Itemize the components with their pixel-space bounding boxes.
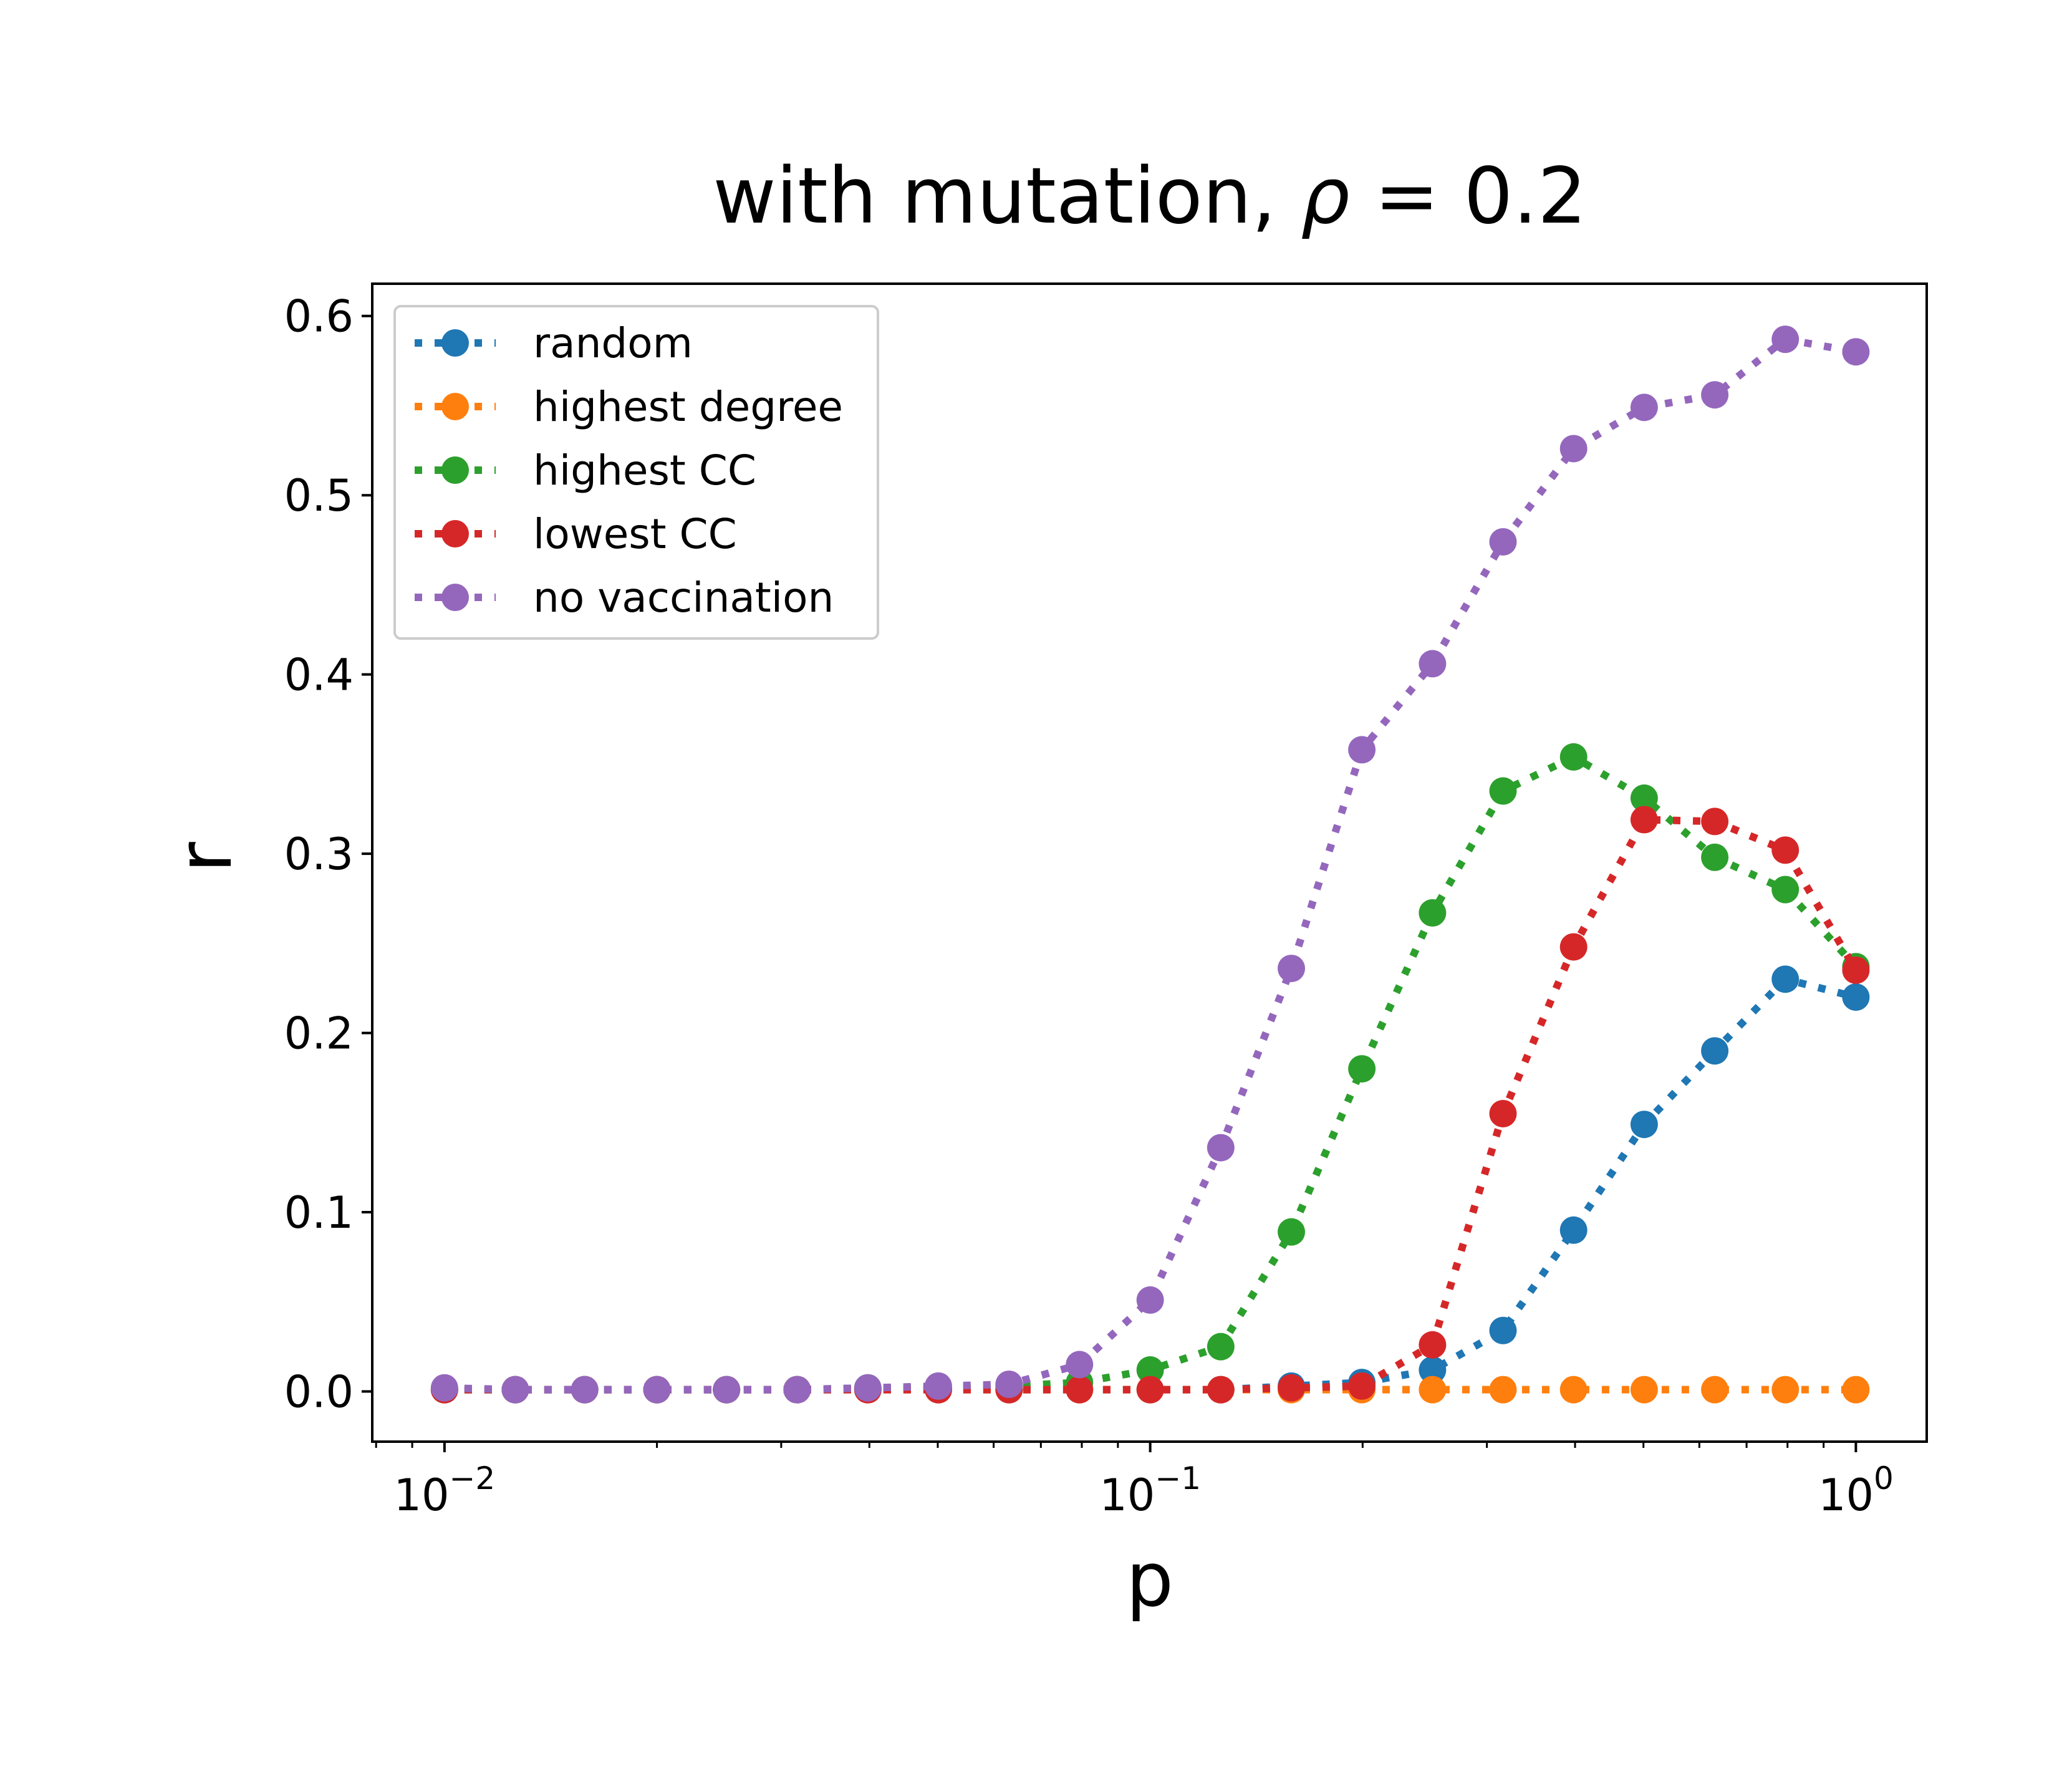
data-point-no-vaccination <box>1278 955 1306 983</box>
data-point-lowest-cc <box>1630 806 1658 834</box>
x-tick-label: 100 <box>1818 1460 1894 1521</box>
data-point-lowest-cc <box>1842 956 1870 984</box>
plot-area <box>430 325 1870 1404</box>
data-point-highest-cc <box>1278 1218 1306 1246</box>
data-point-lowest-cc <box>1419 1331 1447 1359</box>
data-point-highest-degree <box>1630 1376 1658 1404</box>
data-point-no-vaccination <box>643 1376 671 1404</box>
data-point-no-vaccination <box>501 1376 529 1404</box>
legend-marker <box>441 456 469 484</box>
data-point-no-vaccination <box>1348 736 1376 764</box>
data-point-highest-degree <box>1771 1376 1800 1404</box>
legend: random highest degree highest CC lowest CC n… <box>393 305 879 640</box>
data-point-lowest-cc <box>1278 1374 1306 1402</box>
data-point-no-vaccination <box>571 1376 599 1404</box>
data-point-highest-cc <box>1701 843 1729 871</box>
data-point-no-vaccination <box>1419 650 1447 678</box>
data-point-lowest-cc <box>1701 807 1729 836</box>
legend-marker <box>441 329 469 357</box>
data-point-no-vaccination <box>854 1374 882 1402</box>
data-point-random <box>1489 1316 1517 1344</box>
data-point-highest-cc <box>1419 899 1447 927</box>
data-point-no-vaccination <box>783 1376 811 1404</box>
data-point-lowest-cc <box>1348 1372 1376 1400</box>
legend-marker <box>441 584 469 611</box>
series-lowest-cc <box>430 806 1870 1404</box>
data-point-lowest-cc <box>1771 836 1800 864</box>
legend-label: lowest CC <box>533 510 737 558</box>
data-point-random <box>1842 983 1870 1011</box>
y-tick-label: 0.2 <box>284 1008 354 1059</box>
axes: 0.0 0.1 0.2 0.3 0.4 0.5 0.6 10−2 10−1 100 <box>284 282 1928 1521</box>
data-point-no-vaccination <box>995 1371 1023 1399</box>
data-point-no-vaccination <box>1771 325 1800 354</box>
x-axis-label: p <box>1126 1537 1173 1624</box>
data-point-no-vaccination <box>1630 393 1658 422</box>
legend-marker <box>441 393 469 420</box>
legend-frame <box>393 305 879 640</box>
data-point-no-vaccination <box>1207 1134 1235 1162</box>
y-tick-label: 0.4 <box>284 650 354 701</box>
data-point-lowest-cc <box>1207 1376 1235 1404</box>
y-tick-label: 0.3 <box>284 829 354 880</box>
data-point-random <box>1701 1037 1729 1065</box>
data-point-no-vaccination <box>1701 381 1729 409</box>
data-point-highest-degree <box>1842 1376 1870 1404</box>
data-point-random <box>1559 1216 1588 1244</box>
data-point-highest-cc <box>1630 784 1658 812</box>
legend-item-random: random <box>415 319 693 367</box>
legend-label: highest CC <box>533 446 756 494</box>
data-point-random <box>1630 1111 1658 1139</box>
legend-item-no-vaccination: no vaccination <box>415 574 834 622</box>
x-tick-label: 10−2 <box>393 1460 495 1521</box>
data-point-highest-cc <box>1136 1356 1164 1384</box>
data-point-highest-degree <box>1559 1376 1588 1404</box>
series-no-vaccination <box>430 325 1870 1404</box>
data-point-highest-degree <box>1701 1376 1729 1404</box>
x-tick-label: 10−1 <box>1099 1460 1201 1521</box>
y-tick-label: 0.1 <box>284 1187 354 1238</box>
data-point-no-vaccination <box>1559 435 1588 463</box>
legend-label: highest degree <box>533 383 843 431</box>
series-random <box>430 965 1870 1404</box>
data-point-no-vaccination <box>1136 1286 1164 1314</box>
data-point-no-vaccination <box>430 1374 458 1402</box>
legend-label: no vaccination <box>533 574 834 622</box>
y-axis-label: r <box>162 842 249 873</box>
data-point-lowest-cc <box>1066 1376 1094 1404</box>
legend-marker <box>441 520 469 547</box>
data-point-highest-cc <box>1559 743 1588 771</box>
data-point-no-vaccination <box>1842 338 1870 366</box>
legend-label: random <box>533 319 693 367</box>
data-point-random <box>1419 1356 1447 1384</box>
data-point-lowest-cc <box>1136 1376 1164 1404</box>
data-point-highest-degree <box>1489 1376 1517 1404</box>
legend-item-highest-cc: highest CC <box>415 446 756 494</box>
y-tick-label: 0.5 <box>284 470 354 521</box>
y-tick-label: 0.0 <box>284 1367 354 1418</box>
chart-title: with mutation, ρ = 0.2 <box>713 152 1587 241</box>
data-point-highest-cc <box>1489 777 1517 805</box>
y-tick-label: 0.6 <box>284 291 354 342</box>
data-point-highest-cc <box>1207 1333 1235 1361</box>
data-point-highest-cc <box>1348 1055 1376 1083</box>
data-point-highest-degree <box>1419 1376 1447 1404</box>
data-point-highest-cc <box>1771 875 1800 904</box>
series-line-highest-cc <box>444 753 1859 1394</box>
data-point-no-vaccination <box>713 1376 741 1404</box>
series-line-random <box>444 975 1857 1394</box>
data-point-no-vaccination <box>924 1372 952 1400</box>
data-point-lowest-cc <box>1489 1099 1517 1127</box>
data-point-no-vaccination <box>1066 1351 1094 1379</box>
data-point-no-vaccination <box>1489 528 1517 556</box>
legend-item-highest-degree: highest degree <box>415 383 843 431</box>
data-point-lowest-cc <box>1559 933 1588 961</box>
legend-item-lowest-cc: lowest CC <box>415 510 737 558</box>
data-point-random <box>1771 965 1800 993</box>
